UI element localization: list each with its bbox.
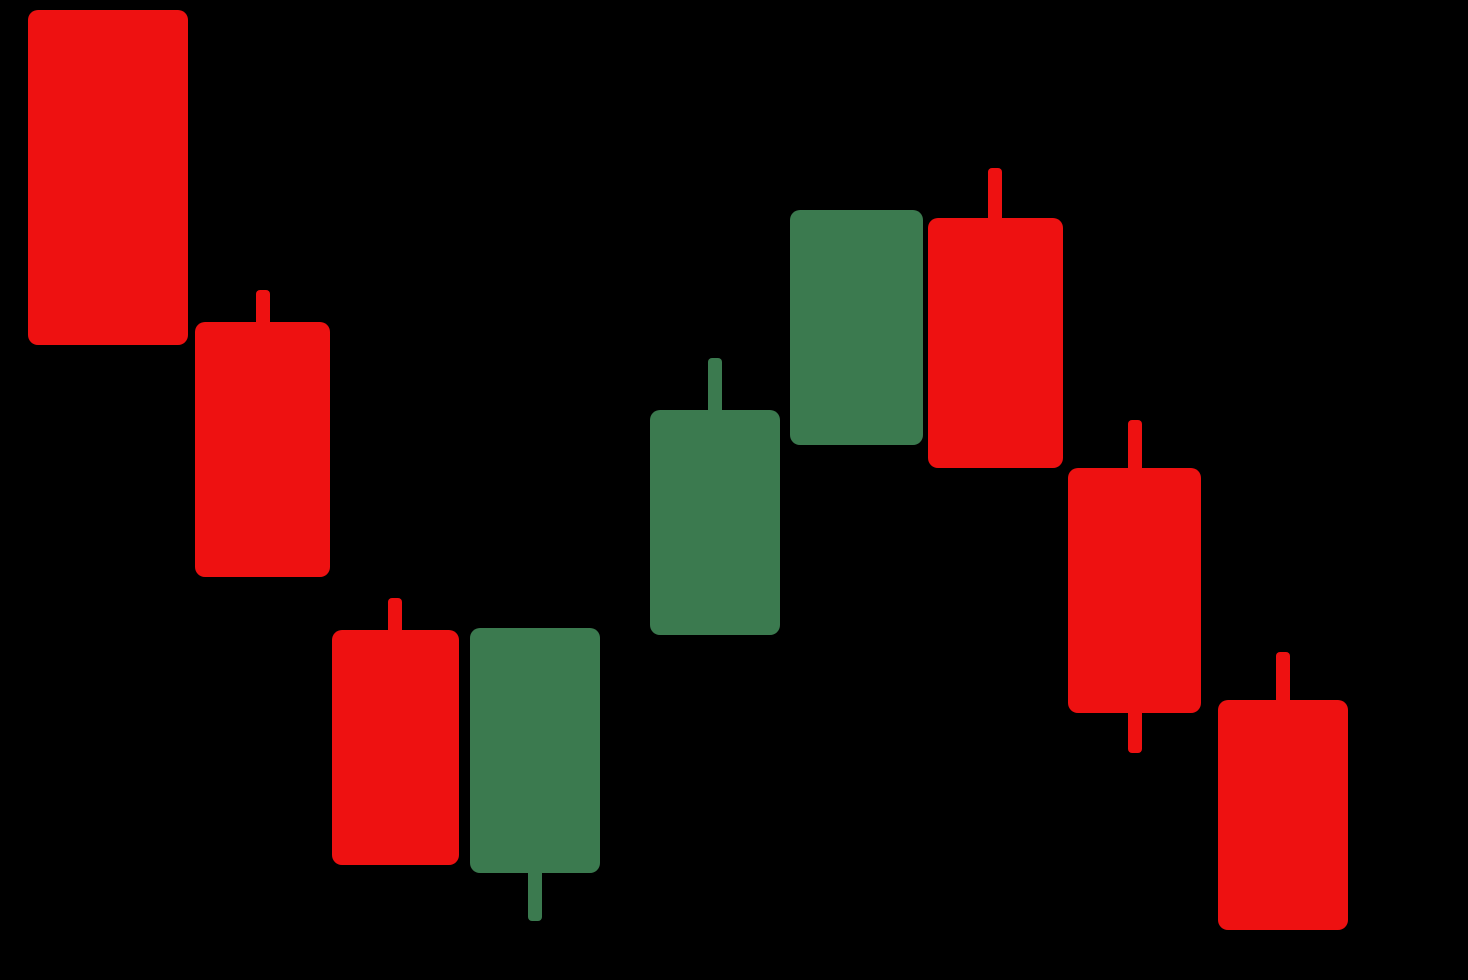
candle-body bbox=[470, 628, 600, 873]
candle-body bbox=[195, 322, 330, 577]
candle-wick-top bbox=[708, 358, 722, 418]
candle-body bbox=[1068, 468, 1201, 713]
candle-wick-top bbox=[1128, 420, 1142, 475]
candle-body bbox=[650, 410, 780, 635]
candle-wick-bottom bbox=[1128, 708, 1142, 753]
candlestick-chart bbox=[0, 0, 1468, 980]
candle-body bbox=[28, 10, 188, 345]
candle-body bbox=[1218, 700, 1348, 930]
candle-wick-bottom bbox=[528, 866, 542, 921]
candle-wick-top bbox=[1276, 652, 1290, 707]
candle-body bbox=[928, 218, 1063, 468]
candle-body bbox=[332, 630, 459, 865]
candle-body bbox=[790, 210, 923, 445]
